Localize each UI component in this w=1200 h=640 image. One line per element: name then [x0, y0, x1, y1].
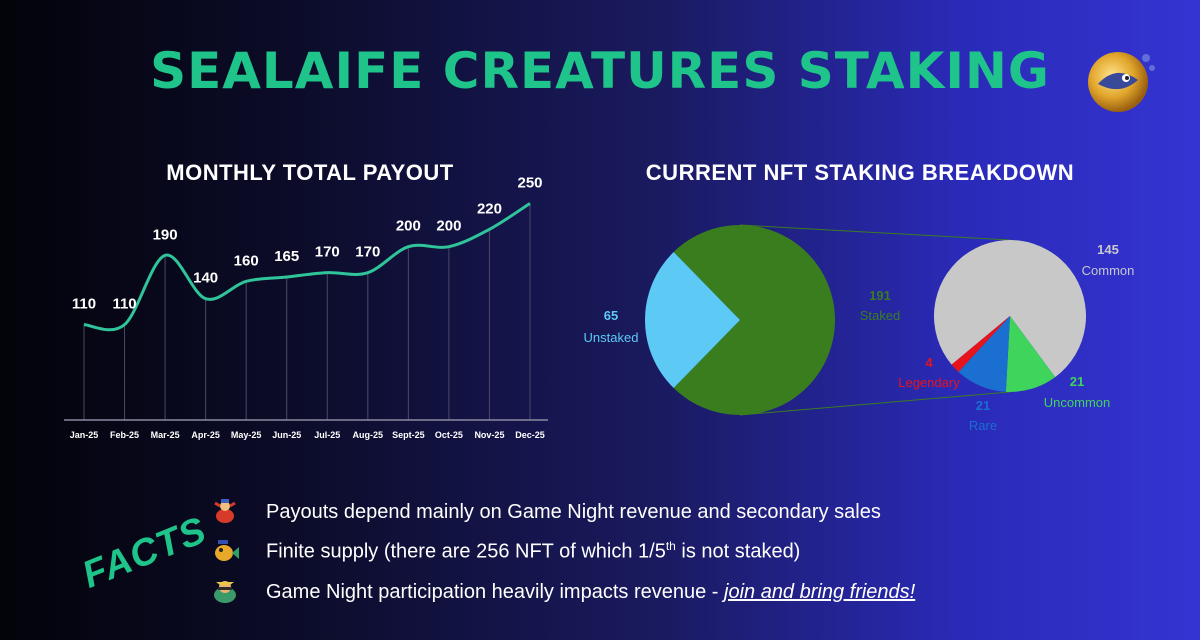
data-label: 140 [193, 270, 218, 287]
fact-item: Payouts depend mainly on Game Night reve… [210, 494, 881, 530]
legendary-slice [951, 316, 1010, 372]
fish-logo-icon [1088, 52, 1155, 112]
fact-text: Finite supply (there are 256 NFT of whic… [266, 539, 800, 564]
fact-item: Game Night participation heavily impacts… [210, 574, 915, 610]
fact-superscript: th [665, 538, 676, 553]
uncommon-slice [1005, 316, 1056, 393]
x-tick-label: Jun-25 [272, 430, 301, 440]
fish-mascot-icon [215, 540, 239, 561]
uncommon-name-label: Uncommon [1044, 395, 1110, 410]
staking-breakdown-pie-chart: 65 Unstaked 191 Staked 145 Common 21 Uncommon 21… [584, 224, 1135, 433]
unstaked-slice [645, 252, 740, 388]
data-label: 170 [315, 244, 340, 261]
common-slice [934, 240, 1086, 378]
data-label: 220 [477, 200, 502, 217]
page-title: SEALAIFE CREATURES STAKING [150, 42, 1050, 100]
legendary-value-label: 4 [925, 355, 933, 370]
fact-text-part: Finite supply (there are 256 NFT of whic… [266, 540, 666, 563]
fact-text: Game Night participation heavily impacts… [266, 581, 915, 604]
fact-text-part: Game Night participation heavily impacts… [266, 580, 724, 603]
crab-mascot-icon [214, 499, 236, 523]
data-label: 110 [72, 296, 96, 313]
uncommon-value-label: 21 [1070, 374, 1084, 389]
facts-stamp: FACTS [76, 509, 213, 597]
x-tick-label: Oct-25 [435, 430, 463, 440]
x-tick-label: May-25 [231, 430, 262, 440]
unstaked-value-label: 65 [604, 308, 618, 323]
x-tick-label: Nov-25 [474, 430, 504, 440]
common-name-label: Common [1082, 263, 1135, 278]
join-friends-link[interactable]: join and bring friends! [724, 580, 916, 603]
connector-line [739, 224, 1011, 241]
connector-line [739, 391, 1011, 416]
data-label: 250 [517, 174, 542, 191]
data-label: 160 [234, 252, 259, 269]
pie-chart-title: CURRENT NFT STAKING BREAKDOWN [645, 160, 1075, 185]
rare-value-label: 21 [976, 398, 990, 413]
fact-text-part: is not staked) [675, 540, 801, 563]
common-value-label: 145 [1097, 242, 1119, 257]
data-label: 170 [355, 244, 380, 261]
line-chart-title: MONTHLY TOTAL PAYOUT [166, 160, 454, 185]
payout-series-line [83, 202, 531, 332]
data-label: 190 [153, 226, 178, 243]
legendary-name-label: Legendary [898, 375, 960, 390]
x-tick-label: Dec-25 [515, 430, 545, 440]
x-tick-label: Sept-25 [392, 430, 425, 440]
staked-value-label: 191 [869, 288, 891, 303]
monthly-payout-line-chart: 110 110 190 140 160 165 170 170 200 200 220 250 Jan-… [64, 174, 548, 440]
x-tick-label: Jul-25 [314, 430, 340, 440]
rare-name-label: Rare [969, 418, 997, 433]
data-label: 200 [436, 218, 461, 235]
rare-slice [958, 316, 1010, 392]
fact-item: Finite supply (there are 256 NFT of whic… [210, 533, 800, 569]
staked-name-label: Staked [860, 308, 900, 323]
turtle-mascot-icon [214, 581, 236, 603]
data-label: 165 [274, 248, 299, 265]
fact-text: Payouts depend mainly on Game Night reve… [266, 500, 881, 523]
x-tick-label: Apr-25 [191, 430, 220, 440]
unstaked-name-label: Unstaked [584, 330, 639, 345]
staked-slice [673, 225, 835, 415]
data-label: 110 [112, 296, 136, 313]
x-tick-label: Feb-25 [110, 430, 139, 440]
x-tick-label: Mar-25 [151, 430, 180, 440]
x-tick-label: Aug-25 [353, 430, 384, 440]
data-label: 200 [396, 218, 421, 235]
x-tick-label: Jan-25 [70, 430, 99, 440]
